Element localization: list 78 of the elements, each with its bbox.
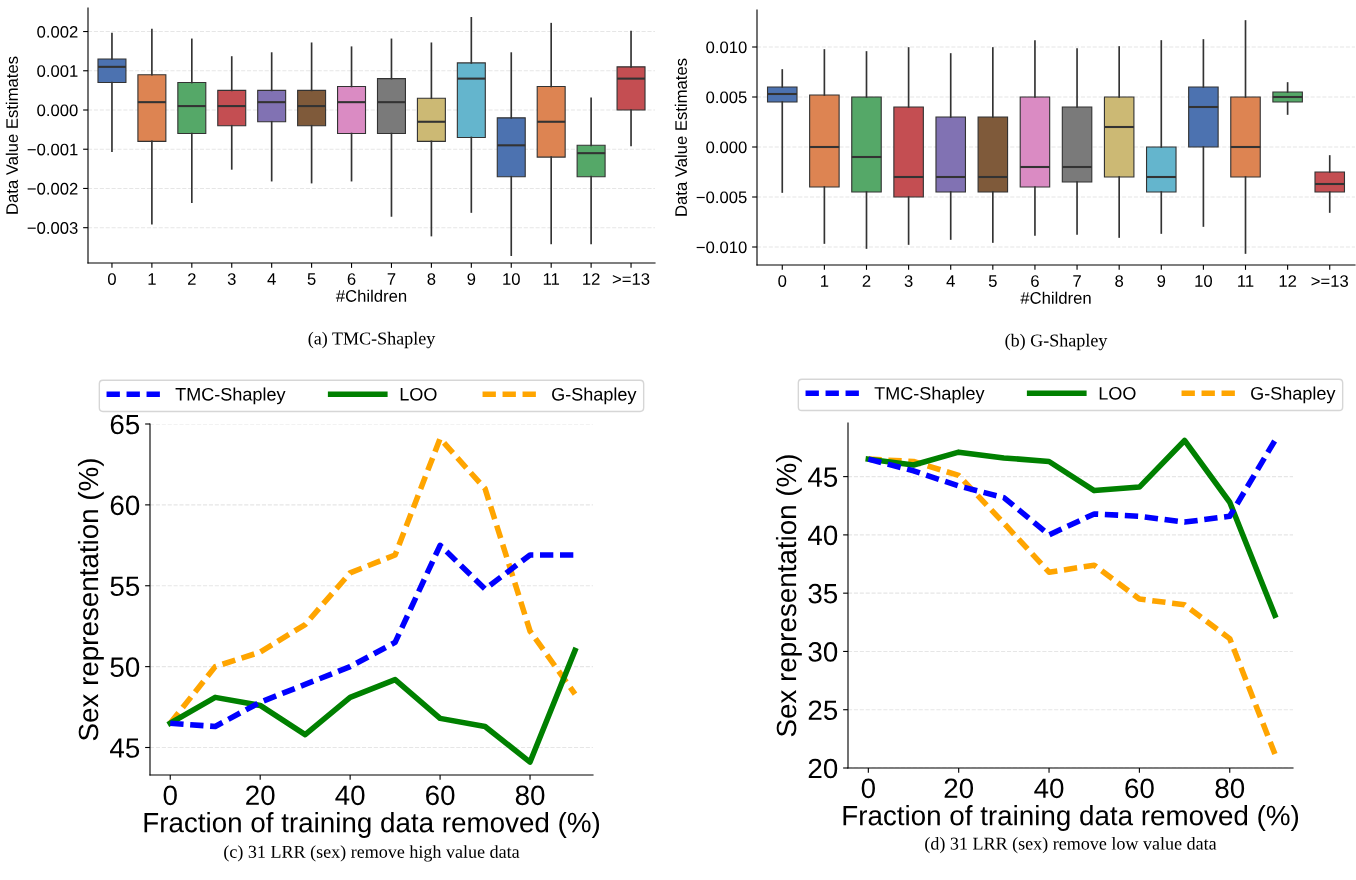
x-tick-label: 3 bbox=[904, 275, 913, 287]
y-tick-label: 65 bbox=[110, 414, 140, 435]
x-tick-label: 8 bbox=[1115, 275, 1124, 287]
x-tick-label: 8 bbox=[427, 273, 436, 285]
y-tick-label: −0.002 bbox=[27, 182, 78, 195]
y-tick-label: 35 bbox=[808, 583, 838, 604]
x-tick-label: 40 bbox=[1034, 778, 1064, 799]
x-tick-label: 2 bbox=[188, 273, 196, 285]
x-tick-label: 5 bbox=[307, 273, 316, 285]
x-tick-label: 7 bbox=[1073, 275, 1081, 287]
y-tick-label: 0.005 bbox=[706, 91, 747, 104]
x-tick-label: 0 bbox=[778, 275, 787, 287]
legend-label: TMC-Shapley bbox=[874, 386, 985, 404]
x-tick-label: 11 bbox=[543, 273, 560, 285]
y-tick-label: 0.002 bbox=[37, 25, 78, 38]
x-tick-label: 20 bbox=[944, 778, 974, 799]
y-tick-label: 20 bbox=[808, 758, 838, 779]
x-tick-label: 4 bbox=[946, 275, 955, 287]
x-tick-label: 60 bbox=[1125, 778, 1154, 799]
x-tick-label: >=13 bbox=[612, 273, 650, 285]
x-tick-label: 1 bbox=[148, 273, 156, 285]
y-tick-label: 45 bbox=[808, 467, 838, 487]
x-tick-label: 80 bbox=[515, 785, 545, 806]
y-tick-label: −0.010 bbox=[696, 241, 747, 254]
x-tick-label: 60 bbox=[426, 785, 455, 806]
x-tick-label: 9 bbox=[467, 273, 476, 285]
x-tick-label: 11 bbox=[1238, 275, 1254, 287]
y-axis-title: Sex representation (%) bbox=[775, 455, 802, 737]
y-tick-label: 40 bbox=[808, 525, 838, 546]
y-tick-label: −0.005 bbox=[696, 191, 747, 204]
x-tick-label: 12 bbox=[583, 273, 600, 285]
x-tick-label: 20 bbox=[246, 785, 275, 806]
y-tick-label: 60 bbox=[110, 495, 140, 516]
x-axis-title: #Children bbox=[1020, 291, 1091, 304]
x-axis-title: Fraction of training data removed (%) bbox=[843, 805, 1299, 831]
x-tick-label: 4 bbox=[267, 273, 276, 285]
y-tick-label: 0.001 bbox=[37, 65, 78, 77]
y-tick-label: 30 bbox=[808, 642, 838, 662]
x-tick-label: 3 bbox=[227, 273, 236, 285]
y-tick-label: 25 bbox=[808, 700, 838, 721]
x-tick-label: 0 bbox=[107, 273, 116, 285]
y-tick-label: 55 bbox=[110, 576, 140, 597]
y-axis-title: Data Value Estimates bbox=[5, 56, 18, 214]
y-tick-label: 0.000 bbox=[37, 104, 78, 117]
legend-label: LOO bbox=[1099, 386, 1136, 400]
x-tick-label: 40 bbox=[335, 785, 365, 806]
x-tick-label: 2 bbox=[862, 275, 871, 287]
x-tick-label: >=13 bbox=[1311, 275, 1348, 287]
legend-label: TMC-Shapley bbox=[175, 387, 286, 405]
legend-label: G-Shapley bbox=[1251, 386, 1336, 404]
text: (a) TMC-Shapley bbox=[308, 331, 436, 349]
x-tick-label: 10 bbox=[1195, 275, 1213, 287]
y-tick-label: 0.010 bbox=[706, 41, 747, 54]
y-tick-label: 45 bbox=[110, 738, 140, 758]
text: (d) 31 LRR (sex) remove low value data bbox=[925, 837, 1217, 854]
y-axis-title: Data Value Estimates bbox=[674, 58, 687, 216]
x-tick-label: 10 bbox=[503, 273, 520, 285]
y-tick-label: −0.001 bbox=[27, 143, 78, 156]
x-tick-label: 5 bbox=[988, 275, 997, 287]
x-tick-label: 0 bbox=[861, 778, 875, 799]
x-tick-label: 80 bbox=[1215, 778, 1245, 799]
x-tick-label: 6 bbox=[347, 273, 356, 285]
y-axis-title: Sex representation (%) bbox=[77, 459, 104, 741]
x-axis-title: #Children bbox=[335, 289, 407, 302]
y-tick-label: 50 bbox=[110, 657, 140, 677]
text: (c) 31 LRR (sex) remove high value data bbox=[224, 845, 520, 862]
legend-label: G-Shapley bbox=[552, 387, 637, 405]
x-axis-title: Fraction of training data removed (%) bbox=[144, 812, 600, 838]
x-tick-label: 6 bbox=[1031, 275, 1039, 287]
y-tick-label: 0.000 bbox=[706, 141, 747, 154]
x-tick-label: 0 bbox=[163, 785, 177, 806]
x-tick-label: 7 bbox=[387, 273, 396, 285]
legend-label: LOO bbox=[400, 387, 437, 401]
text: (b) G-Shapley bbox=[1005, 333, 1108, 351]
y-tick-label: −0.003 bbox=[27, 222, 78, 234]
x-tick-label: 12 bbox=[1279, 275, 1297, 287]
x-tick-label: 9 bbox=[1157, 275, 1166, 287]
x-tick-label: 1 bbox=[821, 275, 829, 287]
